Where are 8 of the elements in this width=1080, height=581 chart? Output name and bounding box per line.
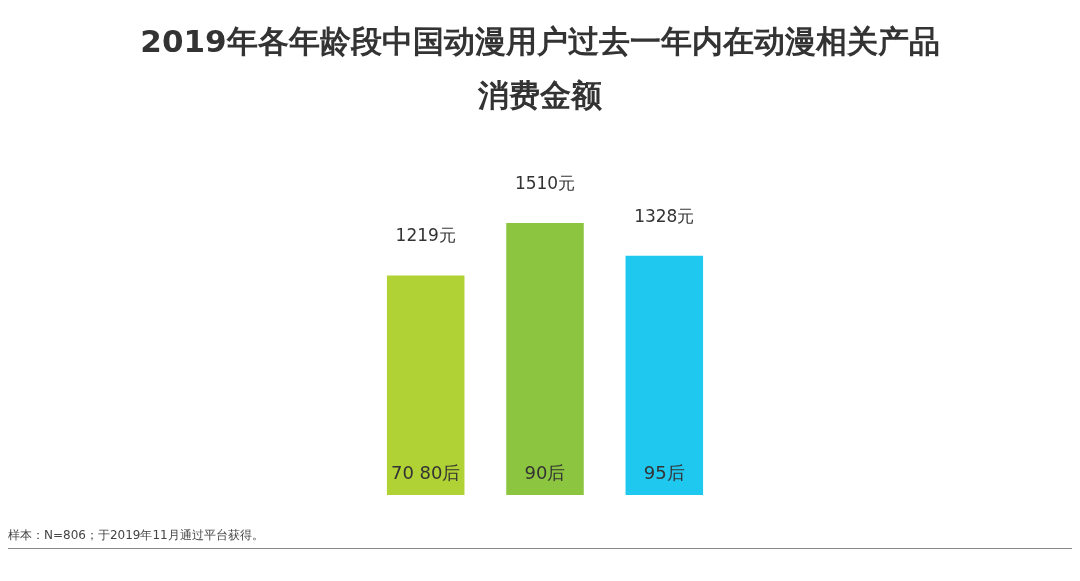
x-tick-label: 95后 <box>643 462 685 483</box>
chart-title: 2019年各年龄段中国动漫用户过去一年内在动漫相关产品消费金额 <box>139 22 941 115</box>
data-label: 1510元 <box>514 173 576 193</box>
data-label: 1219元 <box>395 225 456 246</box>
x-tick-label: 70 80后 <box>390 462 461 483</box>
data-label: 1328元 <box>634 205 695 226</box>
x-tick-label: 90后 <box>524 462 566 483</box>
text: 样本：N=806；于2019年11月通过平台获得。 <box>8 527 1072 549</box>
